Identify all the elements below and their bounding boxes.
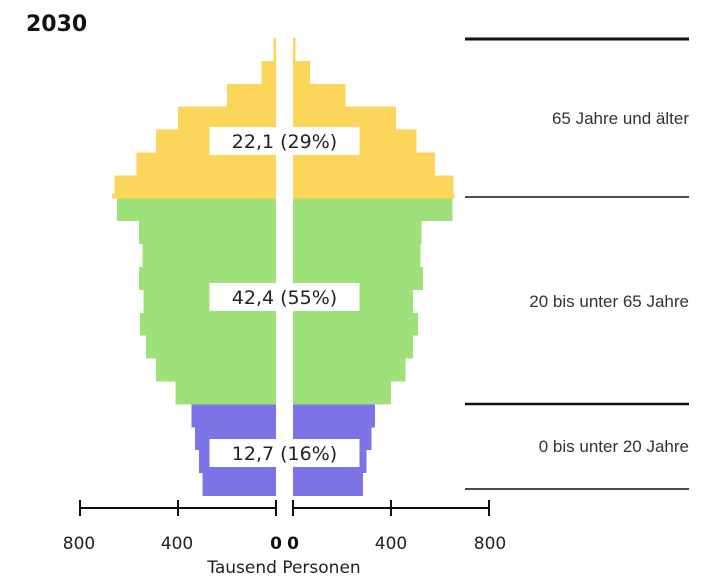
group-box-0 xyxy=(209,127,360,155)
group-box-2 xyxy=(209,439,360,467)
pyramid-bar-left-age-35 xyxy=(140,312,276,336)
pyramid-bar-right-age-25 xyxy=(293,358,406,382)
pyramid-bar-left-age-30 xyxy=(146,335,276,359)
x-axis-label: Tausend Personen xyxy=(206,558,360,578)
pyramid-bar-right-age-95 xyxy=(293,38,296,61)
group-label-65-plus: 65 Jahre und älter xyxy=(552,109,689,128)
pyramid-bar-right-age-85 xyxy=(293,83,346,107)
pyramid-bar-left-age-65 xyxy=(111,193,276,199)
pyramid-bar-right-age-70 xyxy=(293,152,436,176)
x-tick-label-right-400: 400 xyxy=(375,534,407,554)
pyramid-bar-left-age-0 xyxy=(202,473,276,496)
pyramid-bar-right-age-90 xyxy=(293,60,311,84)
pyramid-bar-right-age-65 xyxy=(293,193,455,199)
pyramid-bar-right-age-15 xyxy=(293,404,376,428)
group-value-label-0: 22,1 (29%) xyxy=(232,131,337,153)
x-tick-label-left-400: 400 xyxy=(161,534,193,554)
pyramid-bar-left-age-95 xyxy=(273,38,276,61)
group-value-label-1: 42,4 (55%) xyxy=(232,287,337,309)
pyramid-bar-left-age-25 xyxy=(155,358,276,382)
pyramid-bar-right-age-20 xyxy=(293,381,391,405)
x-tick-label-left-800: 800 xyxy=(63,534,95,554)
pyramid-bar-right-age-55 xyxy=(293,221,422,245)
pyramid-bar-left-age-85 xyxy=(227,83,276,107)
pyramid-bar-left-age-90 xyxy=(261,60,276,84)
group-value-boxes: 22,1 (29%) 42,4 (55%) 12,7 (16%) xyxy=(209,127,360,467)
group-value-label-2: 12,7 (16%) xyxy=(232,443,337,465)
pyramid-bar-right-age-80 xyxy=(293,106,396,130)
group-label-20-65: 20 bis unter 65 Jahre xyxy=(529,292,689,311)
pyramid-bar-right-age-30 xyxy=(293,335,414,359)
x-axis xyxy=(79,500,490,516)
pyramid-bar-right-age-50 xyxy=(293,244,421,267)
group-label-0-20: 0 bis unter 20 Jahre xyxy=(539,437,689,456)
pyramid-bar-left-age-80 xyxy=(178,106,276,130)
pyramid-bar-right-age-66 xyxy=(293,175,454,194)
x-tick-label-right-800: 800 xyxy=(474,534,506,554)
group-box-1 xyxy=(209,283,360,311)
pyramid-bar-left-age-55 xyxy=(138,221,276,245)
x-tick-label-left-0: 0 xyxy=(270,534,282,554)
pyramid-bar-left-age-66 xyxy=(114,175,276,194)
pyramid-bar-right-age-0 xyxy=(293,473,363,496)
group-divider-lines xyxy=(465,37,689,490)
pyramid-bar-right-age-35 xyxy=(293,312,418,336)
x-tick-label-right-0: 0 xyxy=(287,534,299,554)
pyramid-bar-left-age-20 xyxy=(175,381,276,405)
pyramid-bar-left-age-60 xyxy=(116,198,276,222)
pyramid-bar-left-age-15 xyxy=(191,404,276,428)
pyramid-bar-left-age-70 xyxy=(136,152,276,176)
pyramid-bar-right-age-60 xyxy=(293,198,453,222)
pyramid-bars xyxy=(111,38,455,496)
chart-title: 2030 xyxy=(26,12,87,37)
pyramid-bar-left-age-50 xyxy=(142,244,276,267)
